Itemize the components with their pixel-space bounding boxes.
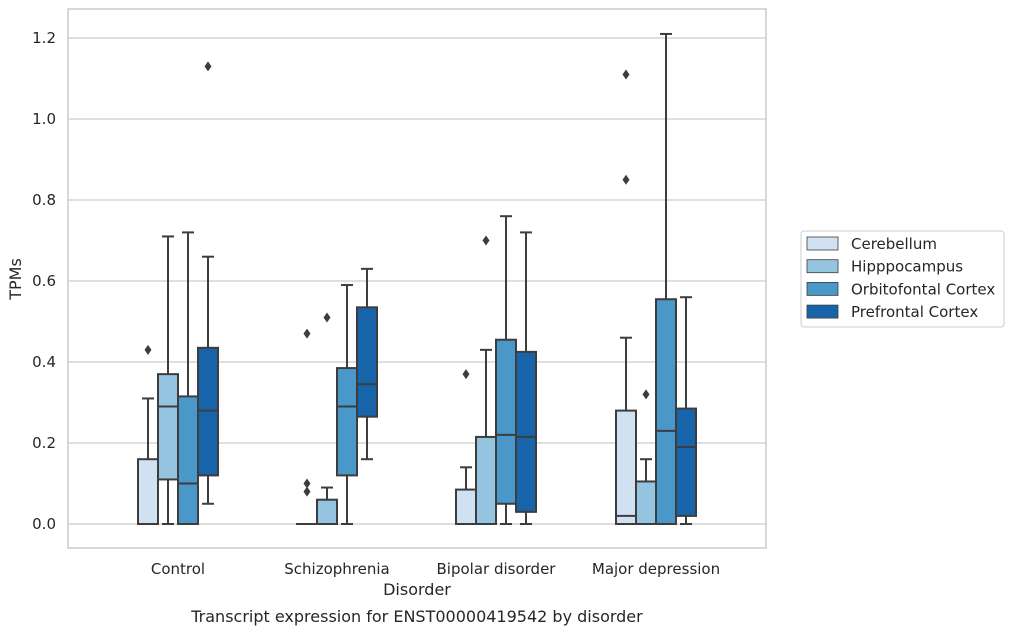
box-prefrontal-cortex	[197, 61, 219, 505]
box-orbitofontal-cortex	[177, 231, 199, 525]
box-prefrontal-cortex	[675, 296, 697, 525]
box-orbitofontal-cortex	[655, 32, 677, 525]
box-hipppocampus	[316, 312, 338, 526]
box-prefrontal-cortex	[515, 231, 537, 525]
box-body	[137, 458, 159, 526]
box-hipppocampus	[157, 235, 179, 525]
outlier-point	[642, 389, 650, 400]
box-orbitofontal-cortex	[336, 284, 358, 525]
chart-caption: Transcript expression for ENST0000041954…	[190, 607, 643, 626]
legend-swatch	[806, 304, 839, 319]
y-tick-label: 0.0	[32, 515, 56, 533]
box-body	[475, 435, 497, 525]
y-tick-label: 0.2	[32, 434, 56, 452]
legend: Cerebellum Hipppocampus Orbitofontal Corte…	[800, 230, 1005, 328]
box-body	[635, 480, 657, 526]
legend-label: Prefrontal Cortex	[851, 303, 978, 321]
box-prefrontal-cortex	[356, 267, 378, 461]
legend-swatch	[806, 236, 839, 251]
legend-label: Cerebellum	[851, 235, 937, 253]
outlier-point	[303, 328, 311, 339]
x-tick-label: Control	[151, 560, 205, 578]
box-body	[615, 409, 637, 526]
legend-label: Orbitofontal Cortex	[851, 280, 995, 298]
box-body	[515, 350, 537, 513]
x-axis-title: Disorder	[383, 580, 451, 599]
box-hipppocampus	[635, 389, 657, 526]
box-cerebellum	[296, 328, 318, 526]
outlier-point	[144, 344, 152, 355]
box-orbitofontal-cortex	[495, 215, 517, 525]
legend-swatch	[806, 281, 839, 296]
box-body	[675, 407, 697, 517]
outlier-point	[303, 486, 311, 497]
box-cerebellum	[455, 369, 477, 526]
y-axis-title: TPMs	[6, 258, 25, 301]
outlier-point	[622, 174, 630, 185]
legend-frame	[800, 230, 1005, 328]
box-hipppocampus	[475, 235, 497, 525]
plot-area-frame	[67, 8, 767, 549]
box-body	[197, 346, 219, 477]
x-tick-labels: Control Schizophrenia Bipolar disorder Majo…	[151, 560, 720, 578]
box-body	[495, 338, 517, 505]
y-tick-label: 0.4	[32, 353, 56, 371]
outlier-point	[303, 478, 311, 489]
outlier-point	[462, 369, 470, 380]
y-tick-labels: 0.0 0.2 0.4 0.6 0.8 1.0 1.2	[32, 29, 56, 533]
box-cerebellum	[615, 69, 637, 526]
box-body	[356, 306, 378, 418]
y-tick-label: 0.6	[32, 272, 56, 290]
outlier-point	[323, 312, 331, 323]
y-tick-label: 1.2	[32, 29, 56, 47]
boxes	[137, 32, 697, 526]
x-tick-label: Bipolar disorder	[437, 560, 557, 578]
x-tick-label: Major depression	[592, 560, 720, 578]
box-body	[336, 367, 358, 477]
legend-label: Hipppocampus	[851, 258, 963, 276]
box-body	[157, 373, 179, 481]
outlier-point	[622, 69, 630, 80]
outlier-point	[204, 61, 212, 72]
box-body	[316, 498, 338, 526]
box-body	[655, 298, 677, 525]
x-tick-label: Schizophrenia	[284, 560, 389, 578]
box-body	[177, 395, 199, 525]
y-tick-label: 0.8	[32, 191, 56, 209]
legend-swatch	[806, 259, 839, 274]
y-tick-label: 1.0	[32, 110, 56, 128]
box-cerebellum	[137, 344, 159, 526]
box-body	[455, 488, 477, 526]
outlier-point	[482, 235, 490, 246]
